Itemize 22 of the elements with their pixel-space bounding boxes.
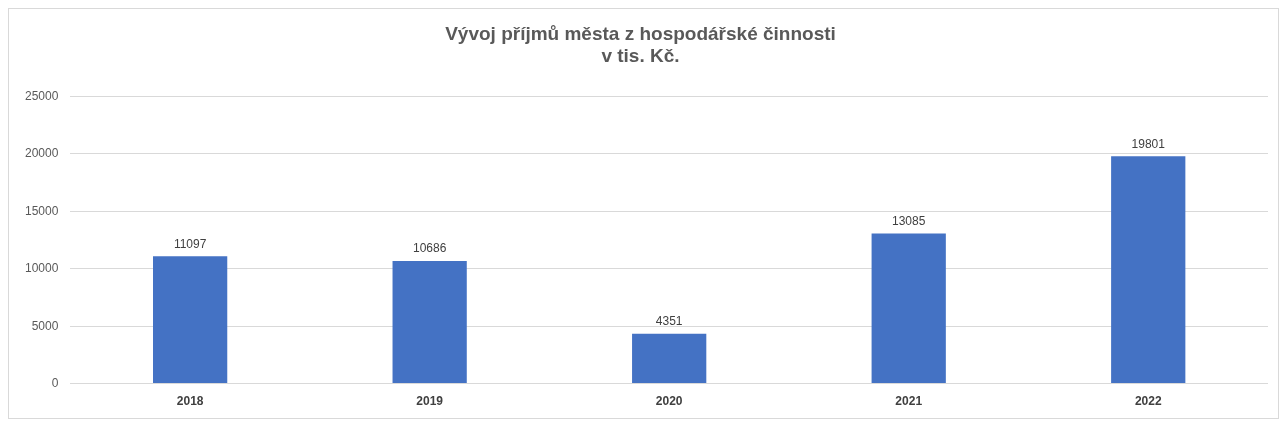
y-tick-label: 15000 [24, 203, 59, 218]
data-label: 4351 [655, 313, 683, 328]
x-tick-label: 2022 [1134, 394, 1162, 409]
data-label: 10686 [412, 241, 447, 256]
bar [871, 233, 946, 384]
data-label: 11097 [173, 236, 207, 251]
x-tick-label: 2021 [895, 394, 923, 409]
chart-title: Vývoj příjmů města z hospodářské činnosti v tis. Kč. [445, 22, 836, 67]
y-tick-label: 0 [51, 375, 59, 390]
y-tick-label: 25000 [24, 88, 59, 103]
y-tick-label: 10000 [24, 261, 59, 276]
x-tick-label: 2019 [416, 394, 444, 409]
data-label: 13085 [892, 213, 926, 228]
bar [1111, 156, 1186, 384]
x-tick-label: 2018 [176, 394, 204, 409]
bar [153, 256, 228, 384]
bar [392, 260, 467, 384]
y-tick-label: 20000 [24, 146, 59, 161]
x-tick-label: 2020 [655, 394, 683, 409]
bar [632, 333, 707, 384]
data-label: 19801 [1131, 136, 1166, 151]
y-tick-label: 5000 [31, 318, 59, 333]
